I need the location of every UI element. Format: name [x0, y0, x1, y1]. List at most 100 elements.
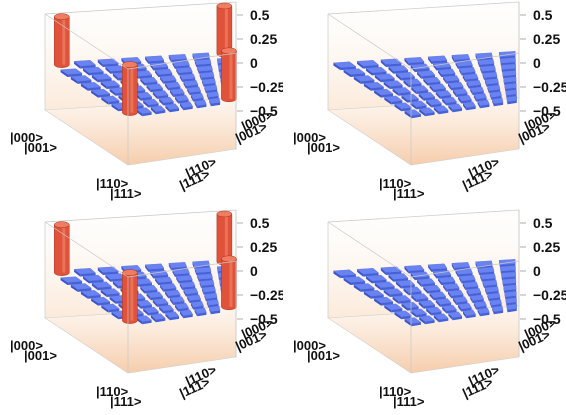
matrix-tile [169, 88, 185, 97]
row-tick-label: |111> [393, 394, 425, 409]
matrix-tile [80, 290, 101, 299]
matrix-tile [451, 262, 471, 271]
matrix-tile [491, 97, 504, 107]
matrix-elements [333, 51, 518, 119]
matrix-tile [179, 281, 196, 290]
z-tick-label: 0.25 [533, 239, 560, 255]
z-tick-label: −0.5 [250, 103, 278, 119]
box-edges-front [327, 13, 520, 165]
z-tick-label: −0.25 [250, 287, 283, 303]
z-tick-label: 0.5 [250, 215, 270, 231]
z-tick-label: 0.5 [250, 7, 270, 23]
row-tick-label: |111> [110, 186, 142, 201]
matrix-bar [54, 221, 70, 276]
matrix-tile [373, 296, 394, 306]
density-matrix-plot-bottom-left: 0.5 0.25 0 −0.25 −0.5 |000> |001> |110> |111> |00… [0, 208, 283, 415]
z-tick-label: −0.5 [533, 103, 561, 119]
matrix-tile [403, 78, 422, 88]
matrix-tile [469, 86, 485, 96]
matrix-tile [401, 301, 419, 311]
matrix-tile [410, 100, 427, 110]
matrix-tile [404, 265, 425, 274]
bar3d-chart-svg: 0.5 0.25 0 −0.25 −0.5 |000>|001> |110>|111>|00… [10, 1, 283, 201]
matrix-tile [482, 71, 498, 81]
matrix-tile [441, 96, 457, 106]
row-tick-label: |110> [379, 176, 412, 191]
matrix-tile [392, 87, 411, 96]
matrix-tile [388, 273, 409, 282]
matrix-tile [144, 263, 165, 272]
matrix-tile [175, 67, 193, 76]
matrix-tile [154, 68, 173, 78]
matrix-tile [418, 315, 435, 325]
matrix-tile [452, 88, 468, 97]
matrix-elements [54, 2, 237, 117]
matrix-tile [410, 308, 427, 318]
matrix-tile [356, 268, 379, 277]
box-edges-front [327, 221, 520, 373]
z-tick-label: 0.25 [250, 239, 277, 255]
matrix-bar [221, 47, 237, 103]
matrix-bar [122, 61, 138, 116]
z-tick-label: 0.25 [250, 31, 277, 47]
matrix-tile [452, 296, 468, 305]
matrix-tile [433, 105, 449, 115]
matrix-tile [179, 309, 193, 319]
matrix-tile [199, 71, 215, 81]
matrix-tile [165, 103, 180, 113]
row-axis-labels: |000>|001> |110>|111> [10, 338, 142, 409]
matrix-tile [208, 305, 221, 315]
matrix-tile [395, 279, 416, 289]
matrix-tile [506, 95, 518, 105]
z-tick-label: −0.25 [533, 287, 566, 303]
z-tick-label: 0 [250, 263, 258, 279]
row-tick-label: |111> [393, 186, 425, 201]
matrix-bar [54, 13, 70, 68]
matrix-tile [435, 90, 452, 99]
matrix-tile [448, 103, 463, 113]
row-tick-label: |110> [379, 384, 412, 399]
matrix-bar [221, 255, 237, 311]
matrix-tile [394, 102, 412, 112]
row-tick-label: |000> [10, 130, 43, 145]
z-axis-ticks: 0.5 0.25 0 −0.25 −0.5 [520, 215, 566, 327]
matrix-tile [190, 301, 204, 310]
matrix-tile [179, 101, 193, 111]
z-tick-label: 0.25 [533, 31, 560, 47]
matrix-tile [425, 306, 442, 316]
matrix-tile [146, 291, 164, 301]
matrix-tile [152, 90, 169, 99]
matrix-tile [462, 101, 476, 111]
matrix-tile [150, 105, 166, 115]
matrix-tile [133, 278, 153, 287]
matrix-tile [373, 88, 394, 98]
matrix-tile [165, 311, 180, 321]
matrix-tile [70, 75, 92, 84]
matrix-tile [135, 300, 153, 309]
matrix-tile [150, 313, 166, 323]
matrix-tile [484, 78, 499, 87]
matrix-tile [395, 71, 416, 81]
matrix-tile [469, 294, 485, 304]
matrix-tile [135, 107, 152, 117]
matrix-tile [448, 311, 463, 321]
bar3d-chart-svg: 0.5 0.25 0 −0.25 −0.5 |000>|001> |110>|111>|00… [293, 209, 566, 409]
z-tick-label: 0.5 [533, 7, 553, 23]
density-matrix-plot-top-left: 0.5 0.25 0 −0.25 −0.5 |000> |001> |110> |111> |00… [0, 0, 283, 207]
matrix-tile [442, 75, 460, 84]
matrix-tile [208, 97, 221, 107]
matrix-tile [142, 306, 159, 316]
matrix-bar [216, 2, 233, 58]
matrix-tile [455, 268, 473, 277]
matrix-tile [101, 303, 120, 313]
matrix-tile [499, 57, 516, 66]
matrix-tile [363, 82, 384, 91]
matrix-tile [462, 73, 479, 82]
matrix-tile [401, 93, 419, 103]
density-matrix-plot-top-right: 0.5 0.25 0 −0.25 −0.5 |000> |001> |110> |111> |00… [283, 0, 566, 207]
z-axis-ticks: 0.5 0.25 0 −0.25 −0.5 [520, 7, 566, 119]
density-matrix-plot-bottom-right: 0.5 0.25 0 −0.25 −0.5 |000> |001> |110> |111> |00… [283, 208, 566, 415]
matrix-tile [473, 301, 487, 310]
z-tick-label: −0.5 [250, 311, 278, 327]
z-axis-ticks: 0.5 0.25 0 −0.25 −0.5 [237, 7, 283, 119]
